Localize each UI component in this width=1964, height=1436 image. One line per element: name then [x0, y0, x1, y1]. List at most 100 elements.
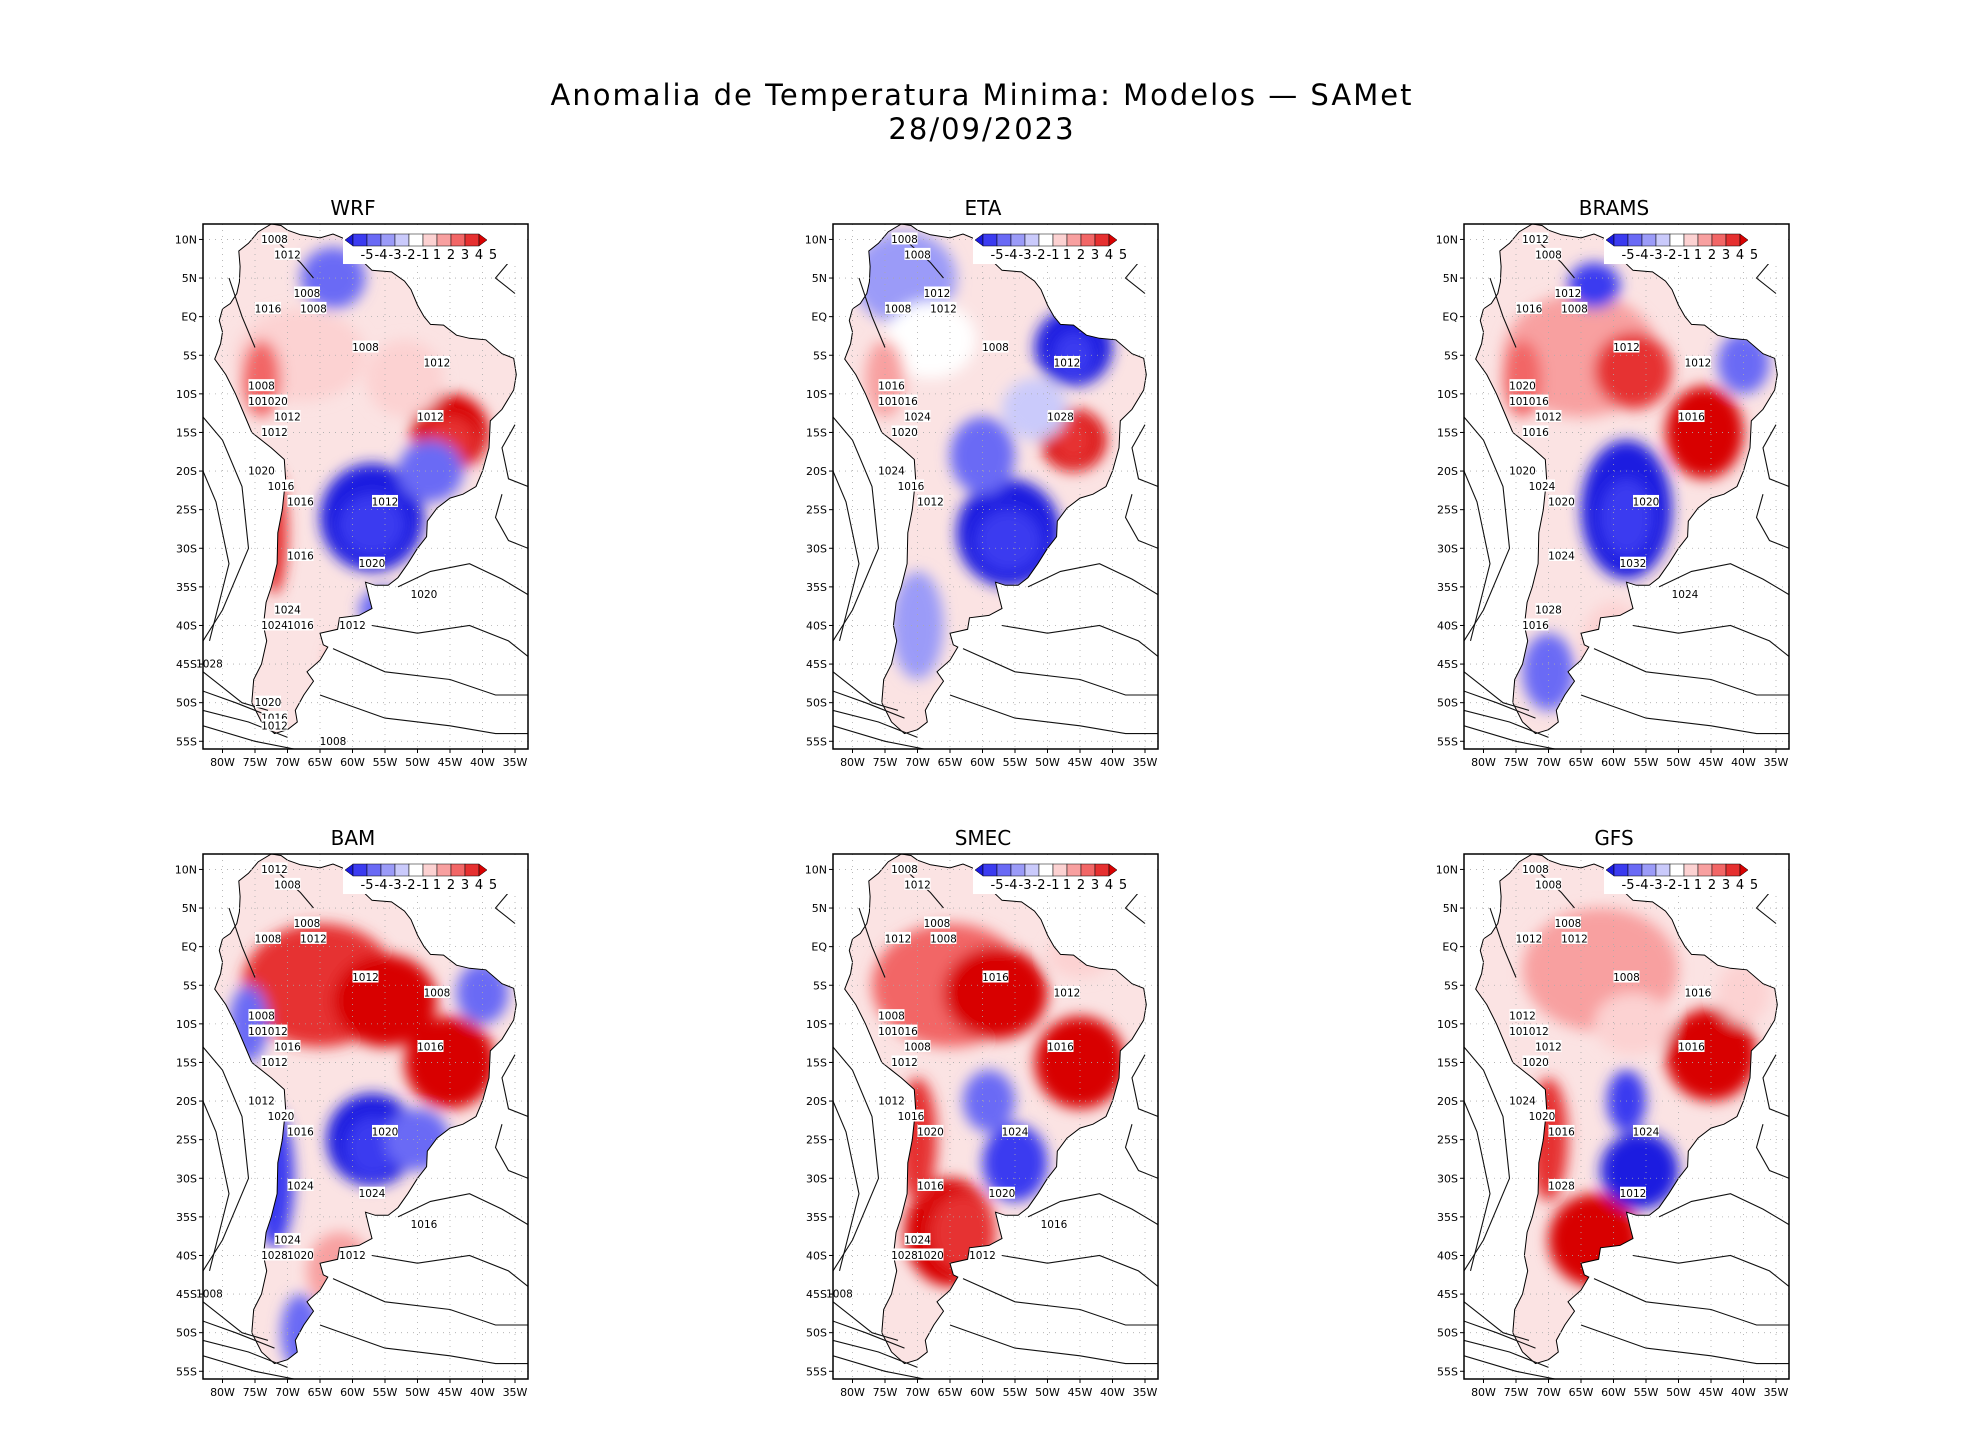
svg-text:1020: 1020 — [372, 1126, 399, 1138]
svg-text:1020: 1020 — [891, 427, 918, 439]
isobar-label: 1012 — [417, 410, 444, 424]
lat-tick-label: 55S — [806, 735, 827, 748]
isobar-label: 1020 — [1529, 1109, 1556, 1123]
svg-text:1012: 1012 — [274, 412, 301, 424]
anomaly-blob — [950, 417, 1015, 495]
colorbar-swatch — [1038, 863, 1054, 877]
svg-text:1008: 1008 — [320, 736, 347, 748]
isobar-line — [1489, 907, 1517, 978]
isobar-label: 1024 — [1672, 587, 1699, 601]
lon-tick-label: 35W — [1133, 756, 1158, 769]
colorbar-swatch — [1725, 233, 1741, 247]
isobar-label: 1012 — [904, 877, 931, 891]
svg-text:1008: 1008 — [294, 288, 321, 300]
isobar-line — [1027, 563, 1158, 596]
isobar-line — [203, 1301, 269, 1341]
lon-tick-label: 40W — [1731, 1386, 1756, 1399]
svg-text:1012: 1012 — [1054, 357, 1081, 369]
svg-text:1012: 1012 — [1555, 288, 1582, 300]
svg-text:1008: 1008 — [904, 249, 931, 261]
isobar-line — [203, 1320, 275, 1349]
svg-text:1024: 1024 — [1002, 1126, 1029, 1138]
colorbar-swatch — [366, 233, 382, 247]
svg-text:1008: 1008 — [1561, 303, 1588, 315]
isobar-line — [1464, 470, 1491, 642]
svg-text:1008: 1008 — [924, 918, 951, 930]
svg-text:1012: 1012 — [274, 249, 301, 261]
lon-tick-label: 60W — [970, 756, 995, 769]
lon-tick-label: 70W — [1536, 1386, 1561, 1399]
lat-tick-label: 10N — [1436, 233, 1458, 246]
isobar-label: 1028 — [1535, 603, 1562, 617]
colorbar-tick-label: 5 — [1119, 248, 1127, 263]
svg-text:1024: 1024 — [904, 1235, 931, 1247]
svg-text:1012: 1012 — [924, 288, 951, 300]
lat-tick-label: 55S — [806, 1365, 827, 1378]
anomaly-blob — [976, 509, 1041, 572]
isobar-line — [1593, 1278, 1789, 1326]
colorbar-swatch — [1038, 233, 1054, 247]
svg-text:1016: 1016 — [1522, 396, 1549, 408]
map-eta: 1008 1008 1012 1008 1012 1008 1012 1016 1020 1016… — [805, 223, 1159, 769]
isobar-label: 1012 — [261, 425, 288, 439]
lat-tick-label: EQ — [1442, 311, 1458, 324]
colorbar: -5 -4 -3 -2 -1 1 2 3 4 5 — [343, 860, 527, 894]
colorbar-tick-label: -3 — [1650, 248, 1663, 263]
lat-tick-label: 45S — [1437, 658, 1458, 671]
lat-tick-label: 5N — [812, 902, 827, 915]
isobar-label: 1008 — [904, 1040, 931, 1054]
lat-tick-label: 20S — [176, 465, 197, 478]
lat-tick-label: 50S — [176, 697, 197, 710]
svg-text:1016: 1016 — [878, 381, 905, 393]
lat-tick-label: 45S — [176, 1288, 197, 1301]
lat-tick-label: 40S — [1437, 1249, 1458, 1262]
svg-text:1012: 1012 — [1561, 933, 1588, 945]
lat-tick-label: 30S — [176, 542, 197, 555]
isobar-line — [332, 648, 528, 696]
lat-tick-label: 5N — [1443, 902, 1458, 915]
lat-tick-label: 10S — [1437, 388, 1458, 401]
isobar-label: 1012 — [885, 931, 911, 945]
lon-tick-label: 65W — [1569, 1386, 1594, 1399]
isobar-line — [1658, 1193, 1789, 1226]
lat-tick-label: 40S — [806, 1249, 827, 1262]
lat-tick-label: 30S — [176, 1172, 197, 1185]
svg-text:1020: 1020 — [411, 589, 438, 601]
colorbar-swatch — [1669, 233, 1685, 247]
svg-text:1012: 1012 — [1522, 1026, 1549, 1038]
svg-text:1008: 1008 — [352, 342, 379, 354]
svg-text:1016: 1016 — [917, 1180, 944, 1192]
isobar-line — [203, 416, 250, 642]
colorbar-tick-label: -2 — [1033, 248, 1046, 263]
colorbar-tick-label: -3 — [389, 248, 402, 263]
svg-text:1012: 1012 — [261, 720, 288, 732]
isobar-line — [1131, 424, 1158, 488]
lat-tick-label: 50S — [806, 1327, 827, 1340]
svg-text:1012: 1012 — [261, 864, 288, 876]
map-frame — [1463, 223, 1790, 750]
isobar-label: 1012 — [1561, 931, 1588, 945]
colorbar-tick-label: 1 — [1063, 878, 1071, 893]
colorbar-swatch — [1655, 233, 1671, 247]
isobar-label: 1016 — [982, 970, 1009, 984]
isobar-label: 1012 — [1522, 232, 1549, 246]
isobar-label: 1012 — [1535, 1040, 1562, 1054]
svg-text:1012: 1012 — [1620, 1188, 1647, 1200]
lon-tick-label: 35W — [503, 1386, 528, 1399]
isobar-label: 1008 — [930, 931, 957, 945]
lat-tick-label: 10S — [176, 1018, 197, 1031]
isobar-label: 1024 — [274, 1233, 301, 1247]
colorbar-swatch — [996, 233, 1012, 247]
colorbar-tick-label: -5 — [361, 248, 374, 263]
lon-tick-label: 70W — [275, 1386, 300, 1399]
colorbar-swatch — [1024, 863, 1040, 877]
colorbar-swatch — [982, 863, 998, 877]
svg-text:1020: 1020 — [1529, 1111, 1556, 1123]
isobar-line — [1001, 624, 1158, 657]
isobar-label: 1012 — [1620, 1186, 1647, 1200]
lat-tick-label: 35S — [1437, 581, 1458, 594]
isobar-label: 1012 — [372, 494, 398, 508]
lon-tick-label: 60W — [970, 1386, 995, 1399]
colorbar-swatch — [1641, 863, 1657, 877]
isobar-label: 1012 — [424, 355, 450, 369]
